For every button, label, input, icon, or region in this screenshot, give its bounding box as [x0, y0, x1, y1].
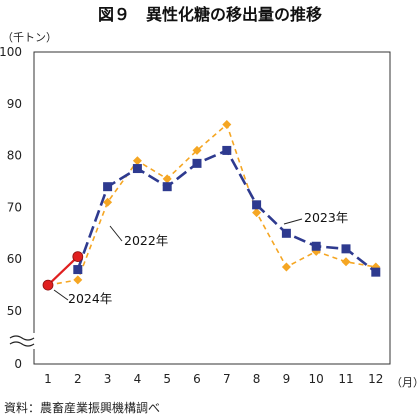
- label-leader: [283, 218, 303, 225]
- x-tick-label: 8: [253, 372, 261, 386]
- data-point: [73, 275, 83, 285]
- chart-title: 図９ 異性化糖の移出量の推移: [98, 5, 322, 24]
- data-point: [281, 228, 291, 238]
- data-point: [252, 200, 262, 210]
- data-point: [192, 158, 202, 168]
- data-point: [162, 182, 172, 192]
- y-tick-label: 60: [7, 252, 22, 266]
- x-tick-label: 1: [44, 372, 52, 386]
- series-layer: [42, 120, 381, 291]
- x-tick-label: 6: [193, 372, 201, 386]
- label-leader: [53, 289, 69, 301]
- y-tick-label: 0: [14, 357, 22, 371]
- series-label: 2023年: [304, 210, 348, 225]
- x-tick-label: 3: [104, 372, 112, 386]
- data-point: [132, 164, 142, 174]
- x-tick-label: 2: [74, 372, 82, 386]
- x-tick-label: 7: [223, 372, 231, 386]
- data-point: [341, 257, 351, 267]
- data-point: [222, 120, 232, 130]
- series-labels: 2022年 2023年 2024年: [53, 210, 348, 306]
- y-tick-label: 80: [7, 149, 22, 163]
- x-tick-label: 5: [163, 372, 171, 386]
- x-tick-label: 10: [309, 372, 324, 386]
- data-point: [371, 267, 381, 277]
- x-tick-label: 12: [368, 372, 383, 386]
- data-point: [132, 156, 142, 166]
- plot-frame: [33, 51, 391, 365]
- source-note: 資料：農畜産業振興機構調べ: [4, 400, 160, 415]
- y-tick-label: 70: [7, 200, 22, 214]
- series-line: [47, 255, 79, 286]
- data-point: [42, 279, 54, 291]
- x-tick-label: 11: [338, 372, 353, 386]
- axis-break-wave: [9, 335, 35, 341]
- axis-break-mask: [8, 333, 38, 349]
- x-unit-label: （月）: [391, 376, 420, 389]
- y-unit-label: （千トン）: [2, 31, 57, 44]
- series-label: 2024年: [68, 291, 112, 306]
- data-point: [341, 244, 351, 254]
- data-point: [311, 241, 321, 251]
- data-point: [73, 265, 83, 275]
- y-tick-label: 100: [0, 45, 22, 59]
- series-label: 2022年: [124, 233, 168, 248]
- data-point: [103, 197, 113, 207]
- data-point: [192, 145, 202, 155]
- data-point: [281, 262, 291, 272]
- series-line: [47, 123, 376, 286]
- data-point: [103, 182, 113, 192]
- y-tick-label: 50: [7, 304, 22, 318]
- y-tick-label: 90: [7, 97, 22, 111]
- data-point: [162, 174, 172, 184]
- data-point: [72, 251, 84, 263]
- label-leader: [109, 225, 123, 242]
- x-tick-label: 9: [283, 372, 291, 386]
- data-point: [252, 208, 262, 218]
- data-point: [222, 145, 232, 155]
- x-tick-label: 4: [134, 372, 142, 386]
- axis-break-wave: [9, 341, 35, 347]
